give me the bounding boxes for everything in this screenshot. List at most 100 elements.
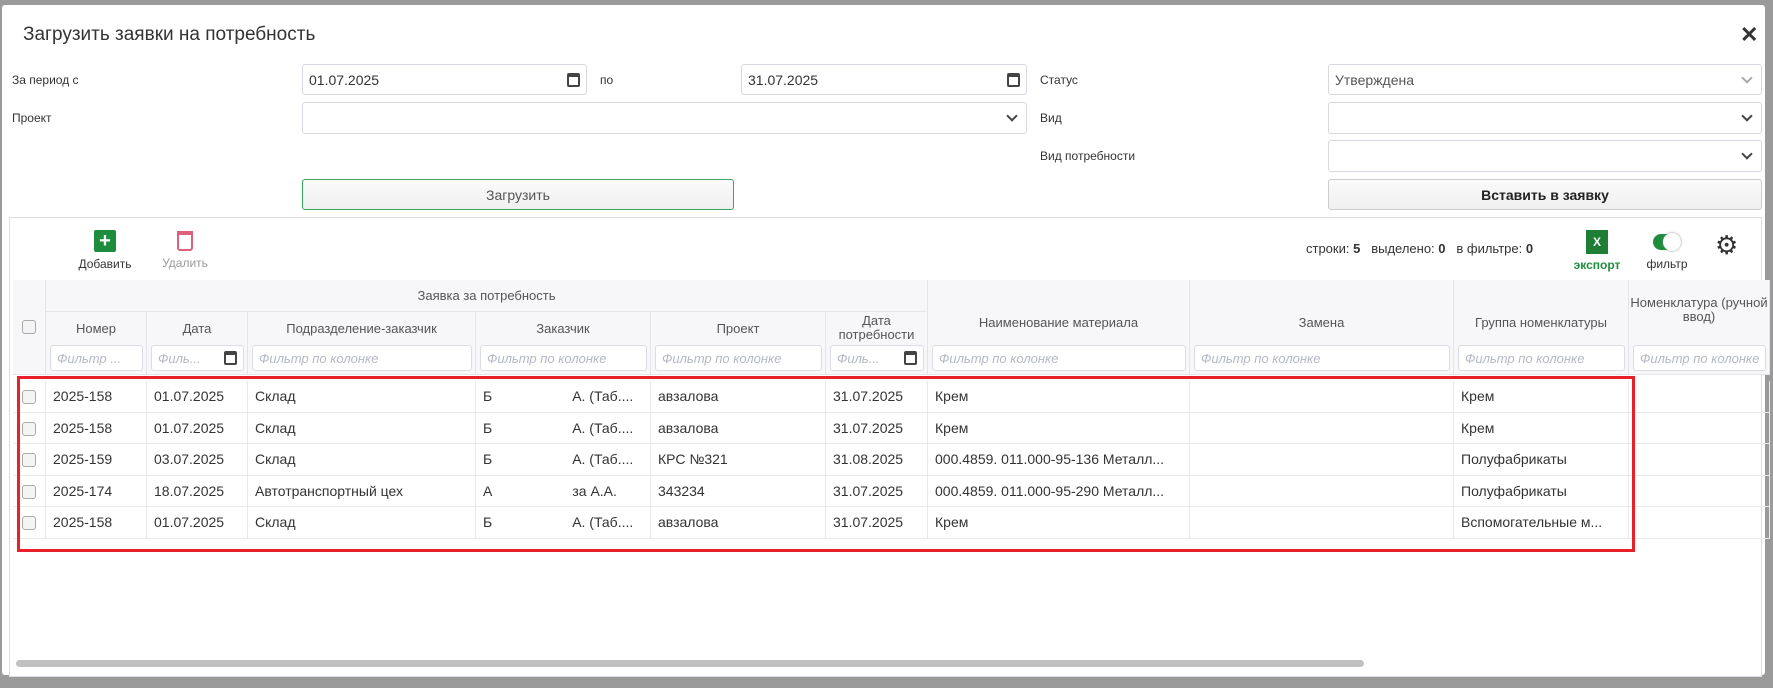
filter-placeholder: Фильтр по колонке (1640, 350, 1760, 366)
need-kind-select[interactable] (1328, 140, 1762, 172)
horizontal-scrollbar[interactable] (16, 660, 1364, 667)
cell-material: Крем (928, 507, 1190, 539)
period-to-input[interactable]: 31.07.2025 (741, 64, 1027, 95)
calendar-icon[interactable] (904, 351, 917, 365)
selected-label: выделено: (1371, 241, 1435, 256)
cell-number: 2025-159 (46, 444, 147, 476)
status-select[interactable]: Утверждена (1328, 64, 1762, 95)
rows-label: строки: (1306, 241, 1350, 256)
column-filter-input[interactable]: Фильтр по колонке (1458, 345, 1625, 371)
cell-date: 01.07.2025 (147, 507, 248, 539)
column-filter-input[interactable]: Фильтр ... (50, 345, 143, 371)
cell-need_date: 31.07.2025 (826, 412, 928, 444)
cell-customer: Б А. (Таб.... (476, 381, 651, 413)
period-from-input[interactable]: 01.07.2025 (302, 64, 587, 95)
cell-material: 000.4859. 011.000-95-136 Металл... (928, 444, 1190, 476)
row-checkbox[interactable] (22, 453, 36, 467)
column-filter-input[interactable]: Филь... (830, 345, 924, 371)
column-header-label: Подразделение-заказчик (286, 321, 437, 336)
column-filter-input[interactable]: Филь... (151, 345, 244, 371)
filter-toggle[interactable]: фильтр (1642, 230, 1692, 271)
customer-prefix: А (483, 482, 493, 499)
table-row[interactable]: 2025-158 01.07.2025 Склад Б А. (Таб.... авзал… (10, 507, 1770, 539)
toggle-switch-icon (1653, 233, 1681, 251)
row-select-cell (13, 475, 46, 507)
filter-placeholder: Фильтр по колонке (487, 350, 607, 366)
cell-dept: Автотранспортный цех (248, 475, 476, 507)
table-row[interactable]: 2025-158 01.07.2025 Склад Б А. (Таб.... авзал… (10, 381, 1770, 413)
customer-suffix: А. (Таб.... (572, 514, 634, 531)
cell-replacement (1190, 507, 1454, 539)
column-filter-input[interactable]: Фильтр по колонке (932, 345, 1186, 371)
select-all-checkbox[interactable] (22, 320, 36, 334)
project-select[interactable] (302, 102, 1027, 134)
add-button[interactable]: + Добавить (70, 230, 140, 271)
filter-placeholder: Фильтр по колонке (939, 350, 1059, 366)
insert-into-request-button[interactable]: Вставить в заявку (1328, 179, 1762, 210)
cell-customer: Б А. (Таб.... (476, 412, 651, 444)
calendar-icon[interactable] (567, 72, 580, 87)
filter-placeholder: Фильтр ... (57, 350, 122, 366)
cell-need_date: 31.07.2025 (826, 507, 928, 539)
column-filter-input[interactable]: Фильтр по колонке (252, 345, 472, 371)
grid-stats: строки: 5 выделено: 0 в фильтре: 0 (1306, 241, 1533, 256)
customer-prefix: Б (483, 419, 493, 436)
row-checkbox[interactable] (22, 390, 36, 404)
column-filter-input[interactable]: Фильтр по колонке (1194, 345, 1450, 371)
table-row[interactable]: 2025-159 03.07.2025 Склад Б А. (Таб.... КРС №… (10, 444, 1770, 476)
export-label: экспорт (1573, 258, 1621, 272)
cell-project: авзалова (651, 412, 826, 444)
column-header-label: Наименование материала (978, 315, 1139, 330)
project-label: Проект (12, 111, 52, 125)
cell-date: 01.07.2025 (147, 381, 248, 413)
cell-need_date: 31.07.2025 (826, 475, 928, 507)
chevron-down-icon (1741, 148, 1753, 160)
table-row[interactable]: 2025-158 01.07.2025 Склад Б А. (Таб.... авзал… (10, 412, 1770, 444)
gear-icon[interactable]: ⚙ (1715, 230, 1739, 260)
group-header: Заявка за потребность (46, 280, 928, 312)
dialog-title: Загрузить заявки на потребность (23, 24, 316, 45)
export-button[interactable]: X экспорт (1572, 230, 1622, 272)
calendar-icon[interactable] (1007, 72, 1020, 87)
customer-suffix: А. (Таб.... (572, 451, 634, 468)
row-checkbox[interactable] (22, 516, 36, 530)
delete-button[interactable]: Удалить (152, 230, 218, 270)
calendar-icon[interactable] (224, 351, 237, 365)
column-filter-input[interactable]: Фильтр по колонке (480, 345, 647, 371)
cell-replacement (1190, 475, 1454, 507)
load-button[interactable]: Загрузить (302, 179, 734, 210)
filter-placeholder: Фильтр по колонке (1201, 350, 1321, 366)
in-filter-label: в фильтре: (1456, 241, 1523, 256)
chevron-down-icon (1741, 71, 1753, 84)
cell-group: Вспомогательные м... (1454, 507, 1629, 539)
row-checkbox[interactable] (22, 484, 36, 499)
filter-placeholder: Филь... (158, 350, 201, 366)
customer-prefix: Б (483, 388, 493, 405)
row-select-cell (13, 381, 46, 413)
delete-label: Удалить (162, 256, 208, 270)
cell-need_date: 31.08.2025 (826, 444, 928, 476)
cell-project: авзалова (651, 381, 826, 413)
requests-grid: + Добавить Удалить строки: 5 выделено: 0… (9, 217, 1770, 677)
period-to-label: по (600, 73, 614, 87)
cell-date: 01.07.2025 (147, 412, 248, 444)
column-header-label: Дата (182, 321, 212, 336)
cell-dept: Склад (248, 444, 476, 476)
cell-group: Крем (1454, 381, 1629, 413)
row-checkbox[interactable] (22, 421, 36, 436)
rows-count: 5 (1353, 241, 1361, 256)
need-kind-label: Вид потребности (1040, 149, 1136, 163)
cell-replacement (1190, 381, 1454, 413)
kind-label: Вид (1040, 111, 1062, 125)
column-filter-input[interactable]: Фильтр по колонке (655, 345, 822, 371)
cell-project: авзалова (651, 507, 826, 539)
cell-project: КРС №321 (651, 444, 826, 476)
kind-select[interactable] (1328, 102, 1762, 134)
status-label: Статус (1040, 73, 1078, 87)
column-header-label: Заказчик (536, 321, 590, 336)
cell-nomenclature (1629, 381, 1770, 413)
close-icon[interactable]: ✕ (1740, 22, 1759, 47)
column-filter-input[interactable]: Фильтр по колонке (1633, 345, 1766, 371)
cell-number: 2025-158 (46, 381, 147, 413)
